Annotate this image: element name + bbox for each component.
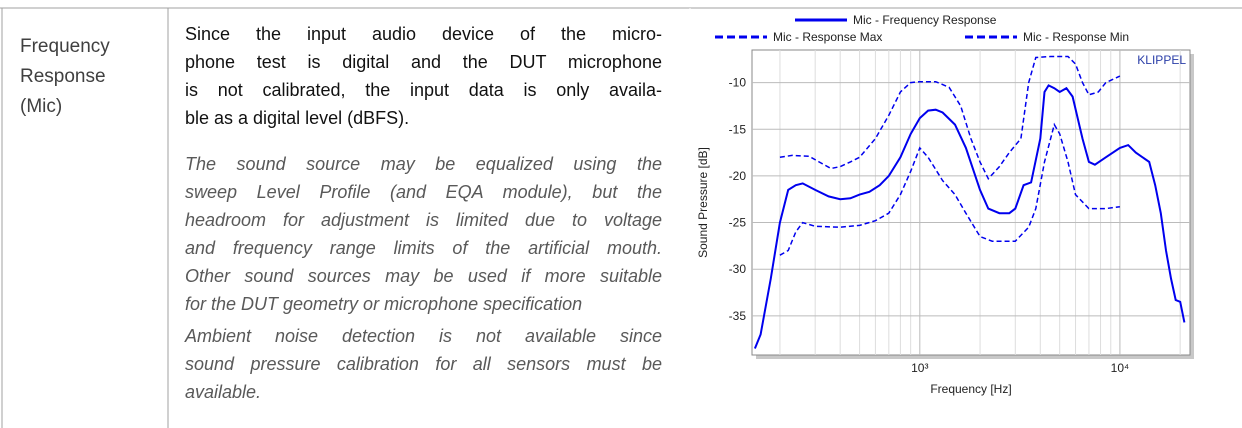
text-line: Other sound sources may be used if more … <box>185 266 662 286</box>
text-line: and frequency range limits of the artifi… <box>185 238 662 258</box>
y-tick-label: -30 <box>729 262 747 276</box>
annotation: KLIPPEL <box>1137 53 1186 67</box>
label-line: Response <box>20 66 106 87</box>
text-line: headroom for adjustment is limited due t… <box>185 210 662 230</box>
x-tick-label: 10³ <box>911 361 928 375</box>
y-tick-label: -15 <box>729 122 747 136</box>
label-line: (Mic) <box>20 96 63 117</box>
y-axis-label: Sound Pressure [dB] <box>696 147 710 258</box>
text-line: Since the input audio device of the micr… <box>185 24 662 44</box>
text-line: available. <box>185 382 262 402</box>
text-line: The sound source may be equalized using … <box>185 154 662 174</box>
text-line: ble as a digital level (dBFS). <box>185 108 410 128</box>
text-line: is not calibrated, the input data is onl… <box>185 80 662 100</box>
text-line: Ambient noise detection is not available… <box>185 326 662 346</box>
row-label: Frequency Response (Mic) <box>20 32 110 122</box>
paragraph: The sound source may be equalized using … <box>185 150 662 318</box>
series-line <box>753 84 1186 349</box>
series-line <box>779 55 1121 181</box>
y-tick-label: -10 <box>729 76 747 90</box>
plot-area <box>751 49 1191 356</box>
y-tick-label: -20 <box>729 169 747 183</box>
text-line: for the DUT geometry or microphone speci… <box>185 294 583 314</box>
text-line: phone test is digital and the DUT microp… <box>185 52 662 72</box>
legend-label: Mic - Response Max <box>773 30 882 44</box>
series-line <box>779 122 1121 256</box>
text-line: sweep Level Profile (and EQA module), bu… <box>185 182 662 202</box>
y-tick-label: -25 <box>729 216 747 230</box>
x-tick-label: 10⁴ <box>1111 361 1130 375</box>
x-axis-label: Frequency [Hz] <box>930 382 1011 396</box>
paragraph: Since the input audio device of the micr… <box>185 20 662 132</box>
paragraph: Ambient noise detection is not available… <box>185 322 662 406</box>
description: Since the input audio device of the micr… <box>185 20 662 410</box>
text-line: sound pressure calibration for all senso… <box>185 354 662 374</box>
label-line: Frequency <box>20 36 110 57</box>
legend-label: Mic - Frequency Response <box>853 13 997 27</box>
y-tick-label: -35 <box>729 309 747 323</box>
legend-label: Mic - Response Min <box>1023 30 1129 44</box>
